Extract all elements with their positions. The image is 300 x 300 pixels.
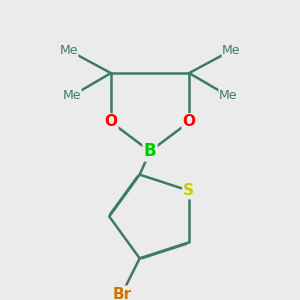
Text: O: O <box>104 115 117 130</box>
Text: O: O <box>183 115 196 130</box>
Text: Me: Me <box>222 44 241 57</box>
Text: B: B <box>144 142 156 160</box>
Text: Me: Me <box>62 89 81 102</box>
Text: Br: Br <box>112 287 131 300</box>
Text: Me: Me <box>219 89 238 102</box>
Text: Me: Me <box>59 44 78 57</box>
Text: S: S <box>183 183 194 198</box>
